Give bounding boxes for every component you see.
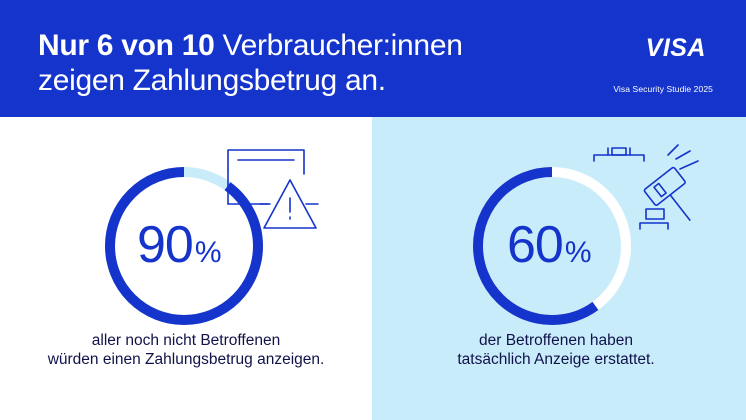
caption-right: der Betroffenen haben tatsächlich Anzeig…	[386, 331, 726, 369]
headline-bold: Nur 6 von 10	[38, 29, 215, 62]
ring-fill-left	[105, 167, 263, 325]
caption-right-line1: der Betroffenen haben	[479, 332, 633, 349]
stat-panel-left: 90% aller noch nicht Betroffenen würden …	[0, 117, 372, 420]
header-banner: Nur 6 von 10 Verbraucher:innen zeigen Za…	[0, 0, 746, 117]
visa-logo: VISA	[645, 34, 706, 62]
document-warning-icon	[227, 149, 319, 229]
stat-panel-right: 60% der Betroffenen h	[372, 117, 746, 420]
caption-left-line2: würden einen Zahlungsbetrug anzeigen.	[47, 351, 325, 368]
gavel-icon	[593, 144, 699, 230]
progress-ring-right	[473, 167, 631, 325]
caption-left: aller noch nicht Betroffenen würden eine…	[16, 331, 356, 369]
ring-fill-right	[473, 167, 631, 325]
progress-ring-left	[105, 167, 263, 325]
percentage-right: 60%	[507, 215, 592, 275]
headline-rest: Verbraucher:innen	[222, 29, 463, 62]
headline: Nur 6 von 10 Verbraucher:innen zeigen Za…	[38, 28, 558, 98]
study-label: Visa Security Studie 2025	[613, 84, 713, 94]
caption-left-line1: aller noch nicht Betroffenen	[91, 332, 281, 349]
caption-right-line2: tatsächlich Anzeige erstattet.	[457, 351, 655, 368]
percentage-value-left: 90	[137, 216, 194, 274]
percentage-left: 90%	[137, 215, 222, 275]
percentage-value-right: 60	[507, 216, 564, 274]
headline-line2: zeigen Zahlungsbetrug an.	[38, 64, 386, 97]
percent-sign-left: %	[194, 236, 222, 269]
percent-sign-right: %	[564, 236, 592, 269]
